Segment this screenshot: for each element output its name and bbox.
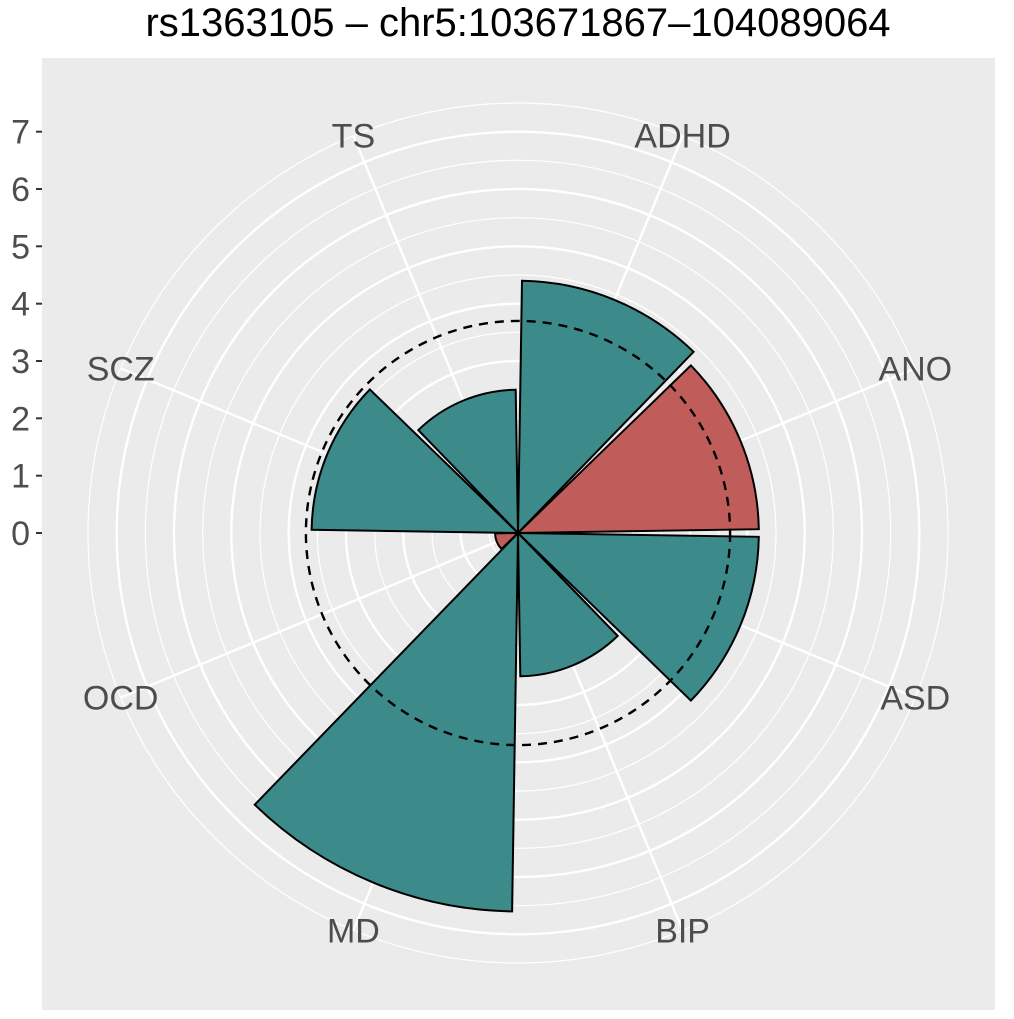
grid-ring [259,274,777,792]
y-tick-label: 3 [11,343,30,381]
category-label-ano: ANO [878,350,952,388]
y-tick-label: 1 [11,458,30,496]
category-labels: ADHD ANO ASD BIP MD OCD SCZ TS [83,118,952,951]
category-label-ocd: OCD [83,680,159,718]
reference-circle [304,319,732,747]
bar-scz [310,387,521,535]
grid-ring [202,217,834,849]
y-tick-label: 7 [11,114,30,152]
bar-ts [416,388,520,536]
y-tick-label: 0 [11,515,30,553]
bar-ano [515,363,760,535]
category-label-bip: BIP [655,912,710,950]
bar-md [253,530,520,913]
grid-ring [402,417,634,649]
grid-ring [316,331,720,735]
chart-title: rs1363105 – chr5:103671867–104089064 [145,1,890,45]
bar-adhd [516,279,696,536]
y-tick-label: 4 [11,286,30,324]
bar-bip [516,530,620,678]
bars-layer [253,279,760,913]
grid-ring [374,389,662,677]
grid-ring [144,159,892,907]
grid-ring [287,302,749,764]
category-label-ts: TS [332,118,375,156]
grid-spoke [120,531,519,699]
grid-ring [87,102,949,964]
y-tick-label: 2 [11,400,30,438]
grid-ring [230,245,806,821]
y-tick-label: 6 [11,171,30,209]
grid-ring [115,130,921,936]
grid-ring [431,446,605,620]
bar-asd [515,531,760,703]
category-label-md: MD [327,912,380,950]
category-label-scz: SCZ [87,350,155,388]
y-axis: 0 1 2 3 4 5 6 7 [11,114,42,553]
y-tick-label: 5 [11,228,30,266]
grid-ring [344,359,692,707]
reference-layer [304,319,732,747]
category-label-asd: ASD [880,680,950,718]
category-label-adhd: ADHD [634,118,730,156]
grid-ring [172,187,864,879]
